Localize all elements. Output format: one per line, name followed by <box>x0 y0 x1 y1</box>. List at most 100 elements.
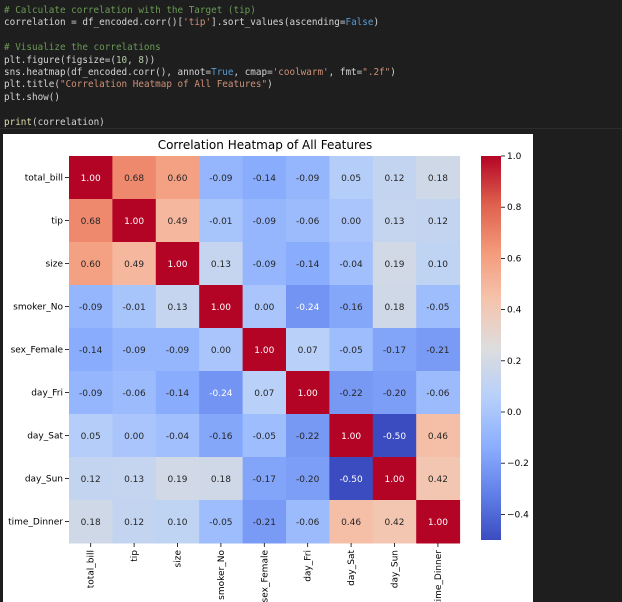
heatmap-cell <box>372 285 417 329</box>
code-line: plt.figure(figsize=(10, 8)) <box>4 54 155 67</box>
heatmap-cell <box>329 414 374 458</box>
y-tick-label: smoker_No <box>13 303 63 313</box>
code-token: 'coolwarm' <box>272 67 329 78</box>
heatmap-cell <box>155 371 200 415</box>
cell-annotation: 0.46 <box>341 518 361 528</box>
cell-annotation: 0.12 <box>124 518 144 528</box>
y-tick-label: day_Sun <box>25 475 63 485</box>
x-tick-label: day_Sat <box>347 550 357 586</box>
cell-annotation: 1.00 <box>254 346 274 356</box>
heatmap-cell <box>69 500 113 544</box>
cell-annotation: 0.60 <box>81 260 101 270</box>
cell-annotation: -0.06 <box>296 518 320 528</box>
code-line: # Calculate correlation with the Target … <box>4 4 256 17</box>
x-tick-label: day_Fri <box>304 550 314 582</box>
cell-annotation: -0.14 <box>79 346 103 356</box>
heatmap-cell <box>329 457 374 501</box>
heatmap-cell <box>199 285 244 329</box>
cell-annotation: 1.00 <box>341 432 361 442</box>
cell-annotation: -0.22 <box>339 389 362 399</box>
x-tick-label: total_bill <box>87 550 97 588</box>
cell-annotation: 0.12 <box>428 217 448 227</box>
heatmap-cell <box>416 328 461 372</box>
x-tick-label: sex_Female <box>260 550 270 602</box>
code-line: plt.show() <box>4 91 60 104</box>
heatmap-cell <box>155 242 200 286</box>
heatmap-cell <box>112 199 157 243</box>
x-tick-label: day_Sun <box>391 550 401 588</box>
cell-annotation: 0.00 <box>341 217 361 227</box>
heatmap-cell <box>69 457 113 501</box>
cell-annotation: -0.20 <box>383 389 407 399</box>
cell-annotation: 0.00 <box>124 432 144 442</box>
cell-annotation: -0.16 <box>339 303 363 313</box>
cell-annotation: 0.10 <box>428 260 448 270</box>
cell-annotation: 0.60 <box>167 174 187 184</box>
heatmap-cell <box>69 328 113 372</box>
heatmap-cell <box>286 457 330 501</box>
heatmap-cell <box>372 328 417 372</box>
heatmap-cell <box>242 328 287 372</box>
code-token: # Calculate correlation with the Target … <box>4 5 256 16</box>
cell-annotation: -0.09 <box>296 174 320 184</box>
cell-annotation: 1.00 <box>384 475 404 485</box>
heatmap-cell <box>242 457 287 501</box>
cell-annotation: 1.00 <box>298 389 318 399</box>
code-token: plt.title( <box>4 79 60 91</box>
heatmap-cell <box>329 285 374 329</box>
cell-annotation: 0.18 <box>211 475 231 485</box>
heatmap-cell <box>329 199 374 243</box>
heatmap-cell <box>69 199 113 243</box>
cell-annotation: 0.19 <box>167 475 187 485</box>
heatmap-cell <box>199 328 244 372</box>
cell-divider <box>0 128 622 129</box>
heatmap-cell <box>242 500 287 544</box>
heatmap-cell <box>69 242 113 286</box>
cell-annotation: -0.01 <box>122 303 145 313</box>
cell-annotation: 0.00 <box>254 303 274 313</box>
colorbar-tick-label: 0.8 <box>507 203 522 213</box>
code-token: print <box>4 116 32 128</box>
cell-annotation: -0.14 <box>253 174 277 184</box>
heatmap-cell <box>112 242 157 286</box>
heatmap-cell <box>286 285 330 329</box>
heatmap-cell <box>286 199 330 243</box>
heatmap-cell <box>416 199 461 243</box>
cell-annotation: 0.13 <box>124 475 144 485</box>
code-line: sns.heatmap(df_encoded.corr(), annot=Tru… <box>4 66 396 79</box>
heatmap-cell <box>329 328 374 372</box>
heatmap-cell <box>242 285 287 329</box>
code-token: 'tip' <box>183 17 212 29</box>
cell-annotation: 0.13 <box>211 260 231 270</box>
heatmap-cell <box>199 414 244 458</box>
cell-annotation: -0.09 <box>79 389 103 399</box>
heatmap-cell <box>416 414 461 458</box>
heatmap-cell <box>69 414 113 458</box>
heatmap-cell <box>155 328 200 372</box>
code-token: , fmt= <box>328 67 363 78</box>
heatmap-cell <box>372 371 417 415</box>
heatmap-figure: Correlation Heatmap of All Features 1.00… <box>8 138 529 602</box>
colorbar-tick-label: 1.0 <box>507 152 522 162</box>
heatmap-cell <box>242 199 287 243</box>
cell-annotation: 1.00 <box>124 217 144 227</box>
y-tick-label: sex_Female <box>11 346 64 356</box>
cell-annotation: -0.14 <box>166 389 190 399</box>
cell-annotation: -0.17 <box>383 346 406 356</box>
heatmap-cell <box>416 500 461 544</box>
code-cell[interactable]: # Calculate correlation with the Target … <box>0 0 622 128</box>
heatmap-cell <box>329 371 374 415</box>
code-token: ".2f" <box>362 67 391 78</box>
cell-annotation: -0.17 <box>253 475 276 485</box>
cell-annotation: 0.18 <box>81 518 101 528</box>
code-token: ) <box>267 79 273 91</box>
code-token: 8 <box>138 54 144 66</box>
cell-annotation: -0.09 <box>209 174 233 184</box>
x-tick-label: time_Dinner <box>434 550 444 602</box>
heatmap-cell <box>155 156 200 200</box>
heatmap-cell <box>199 199 244 243</box>
cell-annotation: 0.07 <box>298 346 318 356</box>
code-line: plt.title("Correlation Heatmap of All Fe… <box>4 78 273 91</box>
heatmap-cell <box>155 414 200 458</box>
heatmap-cell <box>372 156 417 200</box>
